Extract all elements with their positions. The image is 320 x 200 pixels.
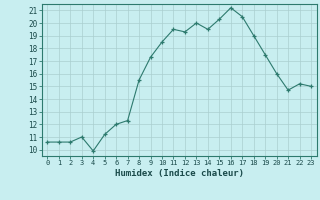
X-axis label: Humidex (Indice chaleur): Humidex (Indice chaleur) xyxy=(115,169,244,178)
